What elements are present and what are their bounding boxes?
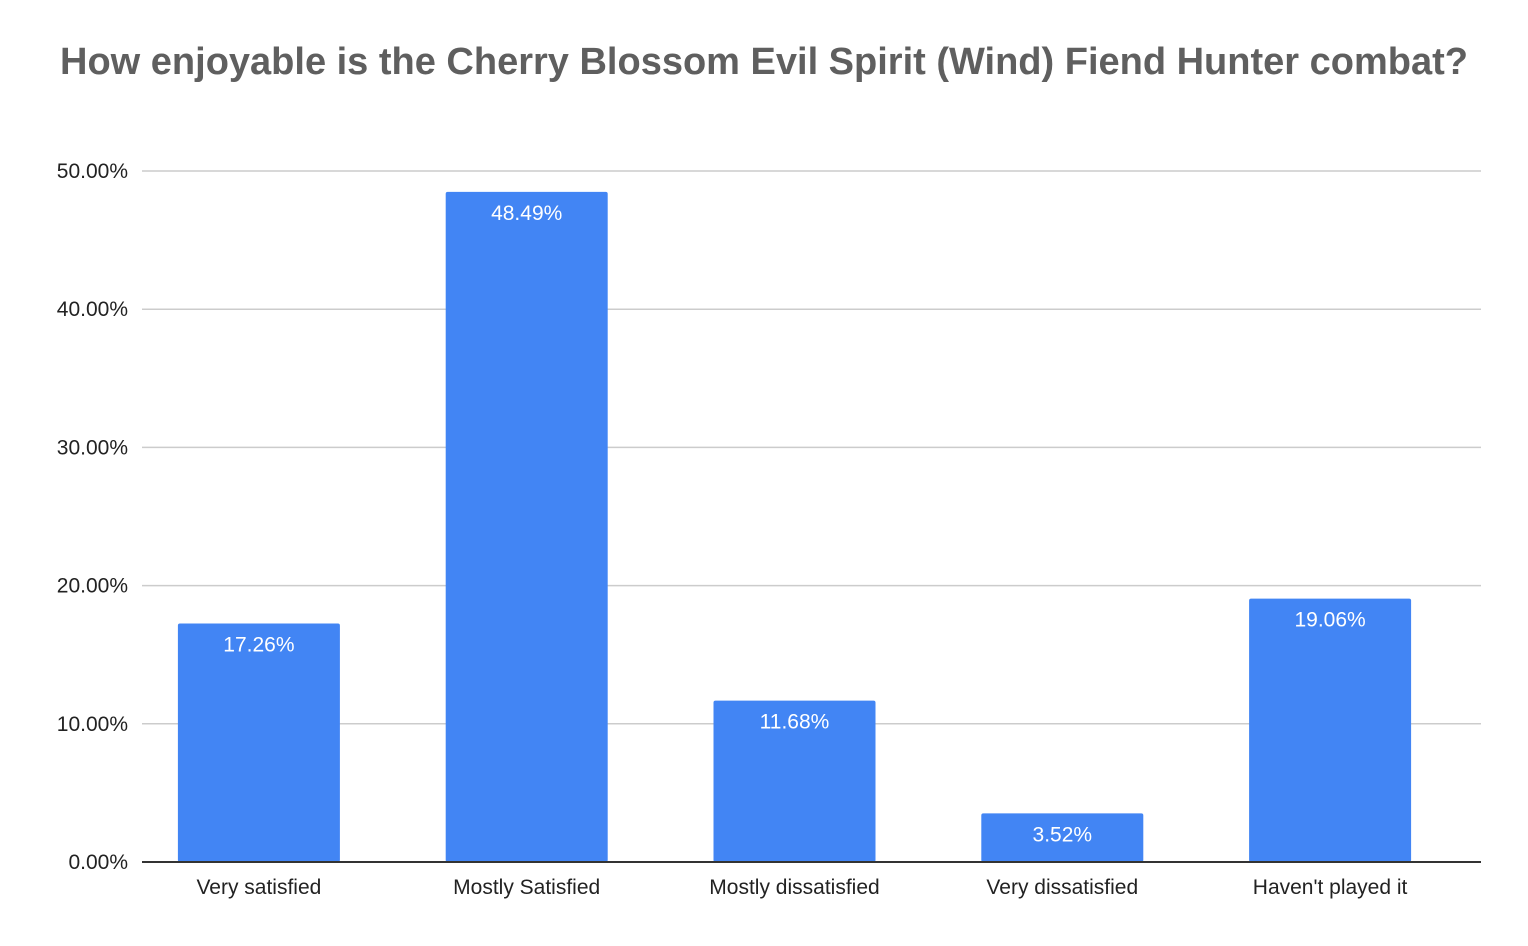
bar	[981, 813, 1144, 862]
bar-value-label: 19.06%	[1294, 609, 1365, 632]
y-tick-label: 30.00%	[57, 436, 128, 459]
x-category-label: Haven't played it	[1253, 876, 1408, 899]
x-category-label: Mostly Satisfied	[453, 876, 600, 899]
bar	[177, 623, 340, 862]
y-tick-label: 10.00%	[57, 713, 128, 736]
x-category-label: Very satisfied	[196, 876, 321, 899]
y-tick-label: 40.00%	[57, 298, 128, 321]
x-category-label: Mostly dissatisfied	[709, 876, 879, 899]
bar-value-label: 11.68%	[760, 711, 830, 734]
bar-value-label: 3.52%	[1033, 823, 1093, 846]
y-tick-label: 0.00%	[68, 851, 128, 874]
bar-value-label: 48.49%	[491, 202, 562, 225]
bar	[713, 700, 876, 862]
y-tick-label: 50.00%	[57, 160, 128, 183]
y-tick-label: 20.00%	[57, 575, 128, 598]
y-axis-ticks: 0.00% 10.00% 20.00% 30.00% 40.00% 50.00%	[57, 160, 128, 874]
bar	[445, 191, 608, 863]
x-category-label: Very dissatisfied	[986, 876, 1138, 899]
x-axis-categories: Very satisfied Mostly Satisfied Mostly dis…	[196, 876, 1407, 899]
bar-value-label: 17.26%	[223, 633, 294, 656]
bar	[1249, 598, 1412, 862]
bars: 17.26% 48.49% 11.68% 3.52% 19.06%	[177, 191, 1412, 863]
chart-title: How enjoyable is the Cherry Blossom Evil…	[60, 41, 1468, 83]
